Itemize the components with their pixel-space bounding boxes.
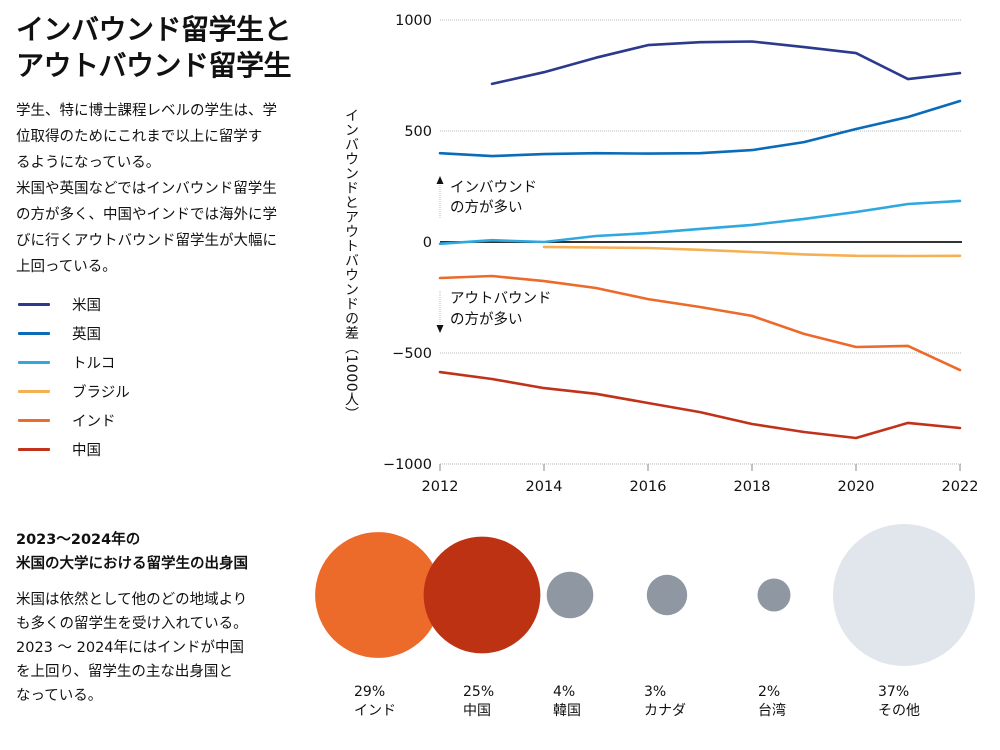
grid-layer: 1000 500 0 −500 −1000 2012 2014 2016 2018 2020 202… <box>383 13 979 495</box>
legend-item-china: 中国 <box>18 435 130 464</box>
bubble-country: カナダ <box>644 703 686 719</box>
legend-item-brazil: ブラジル <box>18 377 130 406</box>
bubble-text-line: も多くの留学生を受け入れている。 <box>16 616 248 632</box>
intro-line: 米国や英国などではインバウンド留学生 <box>16 181 277 197</box>
bubble-section-text: 米国は依然として他のどの地域より も多くの留学生を受け入れている。 2023 〜… <box>16 588 306 708</box>
legend-swatch <box>18 448 50 451</box>
y-tick-label: −500 <box>392 346 432 362</box>
series-line-2 <box>438 199 962 246</box>
chart-legend: 米国 英国 トルコ ブラジル インド 中国 <box>18 290 130 464</box>
series-line-4 <box>438 274 962 372</box>
bubble-text-line: 2023 〜 2024年にはインドが中国 <box>16 640 245 656</box>
x-tick-label: 2014 <box>526 479 563 495</box>
bubble-5 <box>833 524 975 666</box>
bubble-section-title: 2023〜2024年の 米国の大学における留学生の出身国 <box>16 528 316 576</box>
bubble-country: 台湾 <box>758 703 786 719</box>
legend-label: 英国 <box>72 327 101 343</box>
bubble-label: 25% 中国 <box>463 683 494 721</box>
bubble-text-line: なっている。 <box>16 688 103 704</box>
bubble-1 <box>423 536 541 654</box>
series-line-3 <box>542 245 962 258</box>
annotation-outbound-line2: の方が多い <box>450 311 523 328</box>
bubble-percent: 4% <box>553 684 576 700</box>
x-tick-label: 2022 <box>942 479 979 495</box>
bubble-percent: 2% <box>758 684 781 700</box>
y-tick-label: 1000 <box>395 13 432 29</box>
y-tick-label: −1000 <box>383 457 432 473</box>
x-tick-label: 2018 <box>734 479 771 495</box>
bubble-percent: 37% <box>878 684 910 700</box>
series-line-0 <box>490 40 962 86</box>
intro-line: びに行くアウトバウンド留学生が大幅に <box>16 233 277 249</box>
bubble-label: 4% 韓国 <box>553 683 581 721</box>
bubble-text-line: を上回り、留学生の主な出身国と <box>16 664 233 680</box>
intro-line: の方が多く、中国やインドでは海外に学 <box>16 207 277 223</box>
y-tick-label: 500 <box>404 124 432 140</box>
legend-label: 米国 <box>72 298 101 314</box>
page-title: インバウンド留学生と アウトバウンド留学生 <box>16 12 336 84</box>
bubble-title-line-2: 米国の大学における留学生の出身国 <box>16 556 248 572</box>
legend-label: 中国 <box>72 443 101 459</box>
bubble-country: その他 <box>878 703 920 719</box>
legend-swatch <box>18 390 50 393</box>
legend-item-uk: 英国 <box>18 319 130 348</box>
series-line-1 <box>438 99 962 158</box>
intro-text: 学生、特に博士課程レベルの学生は、学 位取得のためにこれまで以上に留学す るよう… <box>16 98 316 280</box>
bubble-label: 3% カナダ <box>644 683 686 721</box>
annotation-inbound-line1: インバウンド <box>450 179 537 196</box>
y-tick-label: 0 <box>423 235 432 251</box>
bubble-country: 韓国 <box>553 703 581 719</box>
legend-swatch <box>18 419 50 422</box>
y-axis-label: インバウンドとアウトバウンドの差（1000人） <box>343 108 359 422</box>
x-tick-label: 2020 <box>838 479 875 495</box>
line-chart: 1000 500 0 −500 −1000 2012 2014 2016 2018 2020 202… <box>330 0 1000 505</box>
bubble-label: 37% その他 <box>878 683 920 721</box>
bubble-label: 29% インド <box>354 683 396 721</box>
legend-label: インド <box>72 414 116 430</box>
annotation-inbound-line2: の方が多い <box>450 199 523 216</box>
bubble-percent: 29% <box>354 684 386 700</box>
x-tick-label: 2012 <box>422 479 459 495</box>
bubble-3 <box>646 574 688 616</box>
x-tick-label: 2016 <box>630 479 667 495</box>
series-line-5 <box>438 370 962 440</box>
intro-line: るようになっている。 <box>16 155 161 171</box>
intro-line: 上回っている。 <box>16 259 117 275</box>
arrow-up-icon <box>436 176 444 184</box>
legend-label: ブラジル <box>72 385 130 401</box>
legend-swatch <box>18 361 50 364</box>
bubble-country: インド <box>354 703 396 719</box>
bubble-0 <box>315 532 441 658</box>
legend-swatch <box>18 303 50 306</box>
legend-label: トルコ <box>72 356 116 372</box>
bubble-title-line-1: 2023〜2024年の <box>16 532 141 548</box>
annotation-outbound-line1: アウトバウンド <box>450 290 552 307</box>
title-line-1: インバウンド留学生と <box>16 13 292 46</box>
bubble-percent: 25% <box>463 684 495 700</box>
bubble-4 <box>757 578 791 612</box>
bubble-2 <box>546 571 594 619</box>
legend-item-us: 米国 <box>18 290 130 319</box>
arrow-down-icon <box>436 325 444 333</box>
bubble-percent: 3% <box>644 684 667 700</box>
bubble-country: 中国 <box>463 703 491 719</box>
intro-line: 位取得のためにこれまで以上に留学す <box>16 129 263 145</box>
legend-item-india: インド <box>18 406 130 435</box>
bubble-label: 2% 台湾 <box>758 683 786 721</box>
line-chart-svg: 1000 500 0 −500 −1000 2012 2014 2016 2018 2020 202… <box>383 13 979 495</box>
bubble-text-line: 米国は依然として他のどの地域より <box>16 592 248 608</box>
intro-line: 学生、特に博士課程レベルの学生は、学 <box>16 103 277 119</box>
series-layer <box>438 40 962 440</box>
legend-item-turkey: トルコ <box>18 348 130 377</box>
legend-swatch <box>18 332 50 335</box>
bubble-chart-svg <box>315 524 975 666</box>
bubble-chart: 29% インド 25% 中国 4% 韓国 3% カナダ 2% 台湾 37% その他 <box>300 520 1000 750</box>
title-line-2: アウトバウンド留学生 <box>16 49 292 82</box>
